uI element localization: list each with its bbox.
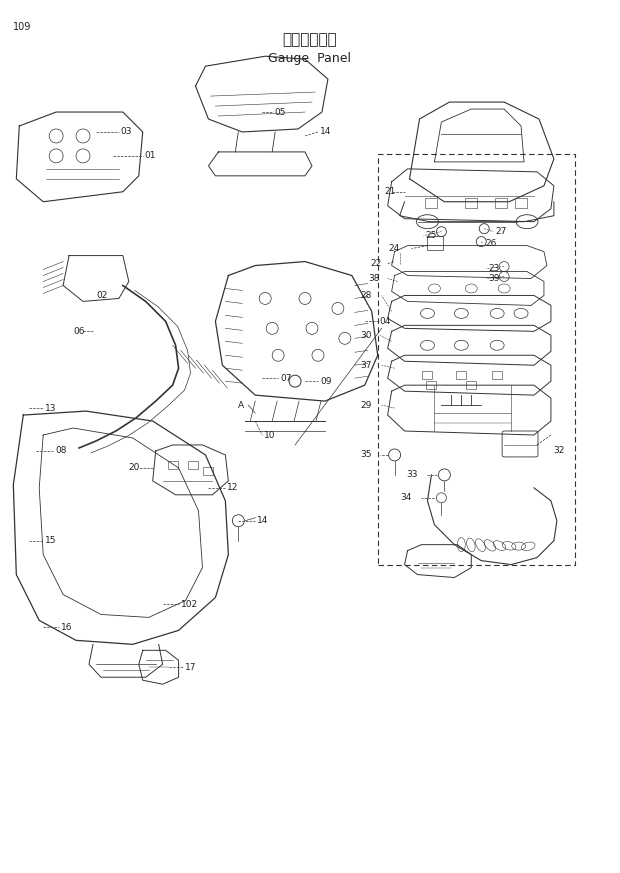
Text: 02: 02: [96, 291, 107, 300]
Bar: [427, 382, 436, 389]
Text: 22: 22: [370, 259, 382, 268]
Text: 14: 14: [320, 127, 331, 136]
Text: 14: 14: [257, 516, 268, 526]
Text: 30: 30: [360, 331, 372, 340]
Text: 102: 102: [180, 600, 198, 609]
Text: 35: 35: [360, 450, 372, 459]
Text: 04: 04: [379, 317, 391, 326]
Text: 109: 109: [14, 23, 32, 32]
Text: 24: 24: [388, 244, 400, 253]
Text: 33: 33: [406, 471, 417, 479]
Bar: [188, 461, 198, 469]
Bar: [465, 198, 477, 208]
Text: 32: 32: [553, 446, 564, 456]
Text: 25: 25: [425, 231, 437, 240]
Text: 15: 15: [45, 536, 56, 545]
Text: 23: 23: [488, 264, 500, 273]
Bar: [492, 371, 502, 379]
Bar: [378, 154, 575, 565]
Text: 16: 16: [61, 623, 73, 632]
Bar: [427, 236, 443, 250]
Text: 13: 13: [45, 403, 56, 413]
Text: 08: 08: [55, 446, 66, 456]
Bar: [466, 382, 476, 389]
Text: 37: 37: [360, 361, 372, 370]
Text: 27: 27: [495, 227, 507, 237]
Bar: [167, 461, 177, 469]
Text: 05: 05: [274, 107, 286, 116]
Text: 10: 10: [264, 430, 276, 439]
Text: 07: 07: [280, 374, 291, 382]
Bar: [425, 198, 438, 208]
Bar: [456, 371, 466, 379]
Text: A: A: [238, 401, 244, 409]
Text: 29: 29: [360, 401, 372, 409]
Text: 38: 38: [368, 274, 379, 283]
Text: 39: 39: [488, 274, 500, 283]
Text: 01: 01: [144, 151, 156, 161]
Text: 09: 09: [320, 376, 332, 386]
Text: ゲージパネル: ゲージパネル: [283, 32, 337, 47]
Bar: [515, 198, 527, 208]
Text: 17: 17: [185, 663, 196, 671]
Text: 26: 26: [485, 239, 497, 248]
Text: 03: 03: [121, 127, 132, 136]
Text: 34: 34: [400, 493, 412, 502]
Text: Gauge  Panel: Gauge Panel: [268, 52, 352, 65]
Text: 21: 21: [384, 188, 396, 196]
Text: 06: 06: [73, 327, 84, 336]
Bar: [203, 467, 213, 475]
Bar: [495, 198, 507, 208]
Text: 12: 12: [228, 484, 239, 492]
Text: 28: 28: [360, 291, 372, 300]
Bar: [422, 371, 432, 379]
Text: 20: 20: [129, 464, 140, 472]
